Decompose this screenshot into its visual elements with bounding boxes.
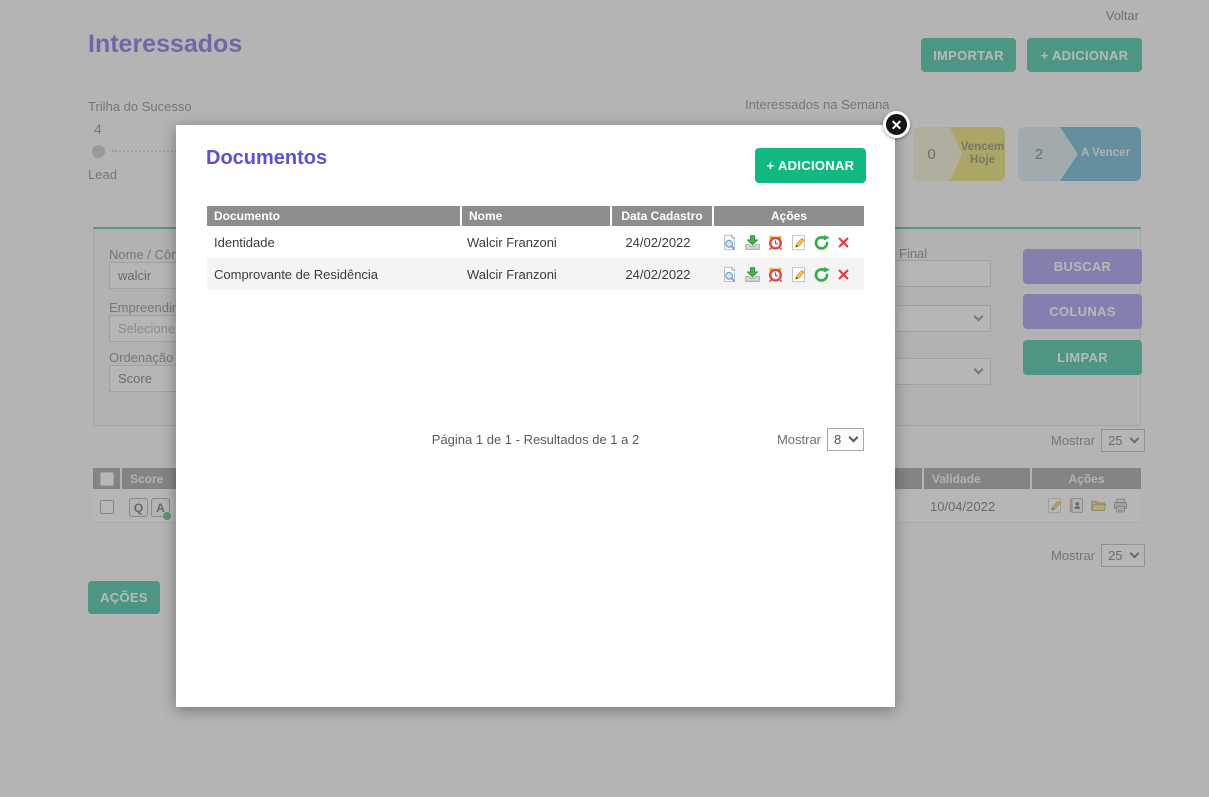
nome-cell: Walcir Franzoni <box>467 266 557 282</box>
documentos-table-header: Documento Nome Data Cadastro Ações <box>207 206 864 226</box>
documento-row: Identidade Walcir Franzoni 24/02/2022 <box>207 226 864 258</box>
acoes-column-header: Ações <box>714 206 864 226</box>
refresh-icon[interactable] <box>813 266 830 283</box>
pagination-text: Página 1 de 1 - Resultados de 1 a 2 <box>431 432 640 447</box>
modal-title: Documentos <box>206 147 328 169</box>
documento-column-header: Documento <box>207 206 460 226</box>
modal-mostrar-select[interactable]: 8 <box>827 428 864 451</box>
modal-mostrar-label: Mostrar <box>776 432 821 447</box>
modal-mostrar: Mostrar 8 <box>777 428 864 451</box>
documento-row: Comprovante de Residência Walcir Franzon… <box>207 258 864 290</box>
delete-icon[interactable] <box>836 235 851 250</box>
download-icon[interactable] <box>744 266 761 283</box>
alarm-icon[interactable] <box>767 234 784 251</box>
nome-column-header: Nome <box>462 206 610 226</box>
alarm-icon[interactable] <box>767 266 784 283</box>
edit-icon[interactable] <box>790 266 807 283</box>
refresh-icon[interactable] <box>813 234 830 251</box>
modal-adicionar-button[interactable]: + ADICIONAR <box>755 148 866 183</box>
download-icon[interactable] <box>744 234 761 251</box>
nome-cell: Walcir Franzoni <box>467 234 557 250</box>
delete-icon[interactable] <box>836 267 851 282</box>
modal-footer: Página 1 de 1 - Resultados de 1 a 2 Most… <box>207 428 864 452</box>
close-icon[interactable]: ✕ <box>883 111 910 138</box>
chevron-down-icon <box>848 432 859 443</box>
data-cadastro-cell: 24/02/2022 <box>625 234 691 250</box>
documento-cell: Comprovante de Residência <box>214 266 379 282</box>
modal-mostrar-value: 8 <box>834 432 842 447</box>
data-cadastro-cell: 24/02/2022 <box>625 266 691 282</box>
documento-cell: Identidade <box>214 234 275 250</box>
data-cadastro-column-header: Data Cadastro <box>612 206 712 226</box>
documentos-modal: ✕ Documentos + ADICIONAR Documento Nome … <box>176 111 910 707</box>
documentos-table: Documento Nome Data Cadastro Ações Ident… <box>207 206 864 290</box>
edit-icon[interactable] <box>790 234 807 251</box>
preview-icon[interactable] <box>721 265 738 283</box>
preview-icon[interactable] <box>721 233 738 251</box>
